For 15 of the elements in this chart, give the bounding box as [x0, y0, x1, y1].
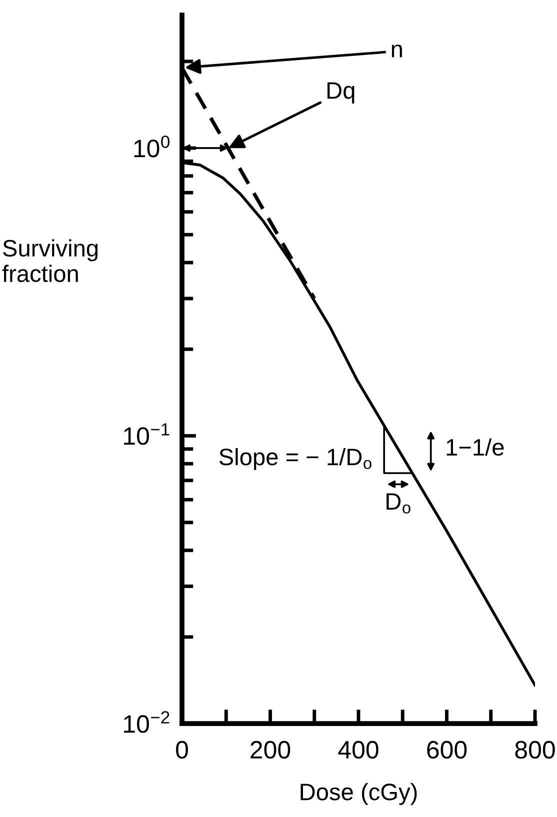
- x-tick-label: 400: [338, 740, 378, 759]
- y-tick-label: 10$^{0}$: [134, 136, 170, 158]
- x-axis-title: Dose (cGy): [300, 783, 417, 806]
- y-tick-label: 10$^{−1}$: [124, 423, 170, 445]
- y-tick-label: 10$^{−2}$: [124, 711, 170, 733]
- annotation: D$_{o}$: [386, 493, 410, 514]
- x-tick-label: 800: [515, 740, 555, 759]
- annotation: n: [392, 44, 402, 58]
- annotation: Dq: [327, 82, 354, 104]
- x-tick-label: 600: [427, 740, 467, 759]
- y-axis-title: Surviving fraction: [2, 239, 98, 282]
- annotation: 1−1/e: [446, 438, 504, 456]
- x-tick-label: 0: [176, 740, 188, 759]
- annotation: Slope = − 1/D$_{o}$: [219, 448, 372, 470]
- x-tick-label: 200: [250, 740, 290, 759]
